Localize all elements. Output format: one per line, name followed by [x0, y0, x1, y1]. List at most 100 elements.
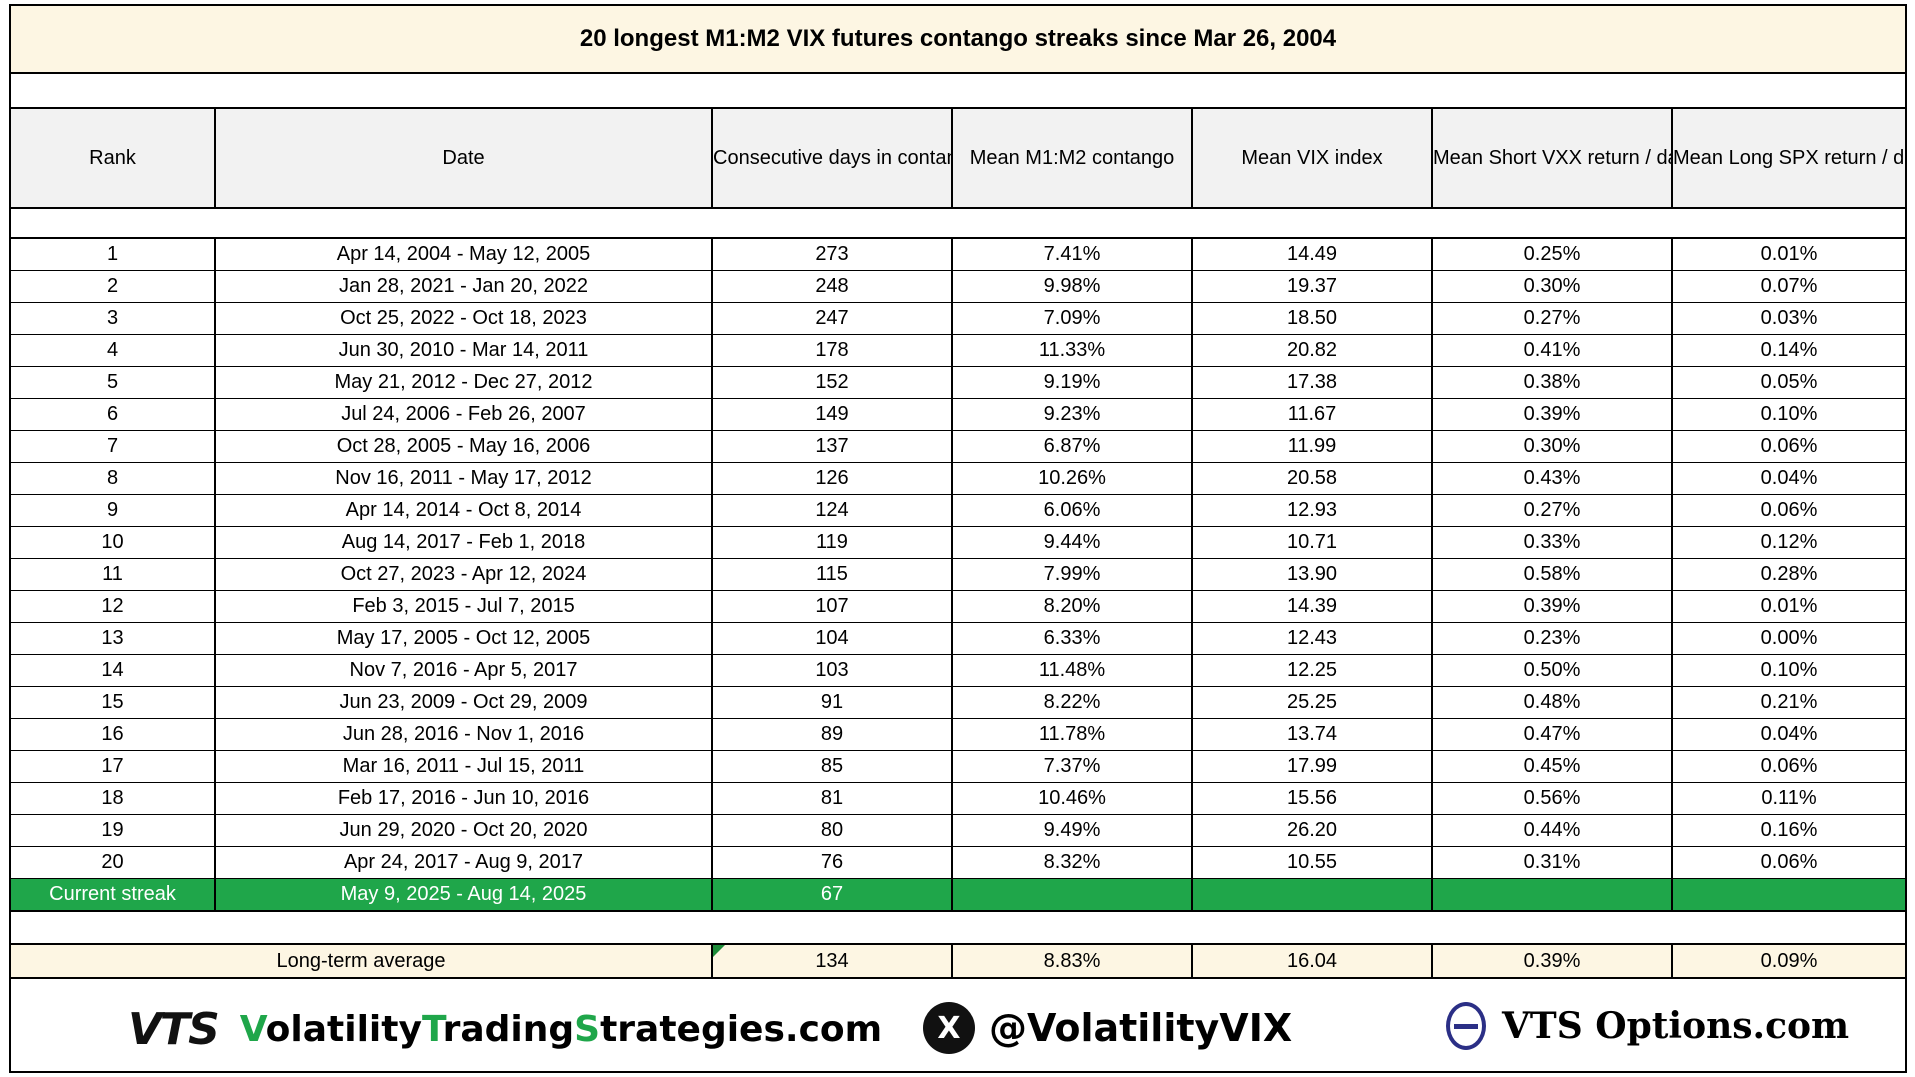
cell-date: Mar 16, 2011 - Jul 15, 2011	[214, 750, 712, 783]
cell-rank: 12	[11, 590, 215, 623]
cell-days: 89	[711, 718, 952, 751]
site-part: T	[421, 1009, 443, 1050]
cell-rank: 10	[11, 526, 215, 559]
options-site-name: VTS Options.com	[1502, 1005, 1850, 1047]
cell-vxx: 0.39%	[1431, 590, 1672, 623]
header-contango: Mean M1:M2 contango	[951, 108, 1192, 209]
cell-contango: 9.23%	[951, 398, 1192, 431]
cell-spx: 0.06%	[1671, 494, 1905, 527]
cell-vix: 20.58	[1191, 462, 1432, 495]
cell-contango: 11.78%	[951, 718, 1192, 751]
cell-vix: 14.39	[1191, 590, 1432, 623]
cell-contango: 10.26%	[951, 462, 1192, 495]
cell-date: Jun 28, 2016 - Nov 1, 2016	[214, 718, 712, 751]
cell-spx: 0.06%	[1671, 430, 1905, 463]
cell-days: 178	[711, 334, 952, 367]
cell-date: May 21, 2012 - Dec 27, 2012	[214, 366, 712, 399]
cell-date: Jun 30, 2010 - Mar 14, 2011	[214, 334, 712, 367]
header-vix: Mean VIX index	[1191, 108, 1432, 209]
cell-days: 76	[711, 846, 952, 879]
theta-logo-icon	[1446, 1002, 1486, 1050]
table-row: 5 May 21, 2012 - Dec 27, 2012 152 9.19% 17.3…	[11, 366, 1905, 399]
site-part: olatility	[265, 1009, 422, 1050]
cell-days: 107	[711, 590, 952, 623]
cell-date: Jun 29, 2020 - Oct 20, 2020	[214, 814, 712, 847]
cell-days: 126	[711, 462, 952, 495]
average-days-value: 134	[815, 949, 849, 972]
cell-date: Aug 14, 2017 - Feb 1, 2018	[214, 526, 712, 559]
average-vix: 16.04	[1191, 944, 1432, 979]
cell-contango: 8.20%	[951, 590, 1192, 623]
cell-vix: 11.67	[1191, 398, 1432, 431]
cell-vix: 12.43	[1191, 622, 1432, 655]
header-vxx: Mean Short VXX return / day	[1431, 108, 1672, 209]
spacer-row	[11, 912, 1905, 944]
cell-spx: 0.01%	[1671, 590, 1905, 623]
x-brand: X @VolatilityVIX	[923, 1002, 1292, 1054]
footer: VTS VolatilityTradingStrategies.com X @V…	[11, 980, 1905, 1073]
cell-spx: 0.05%	[1671, 366, 1905, 399]
cell-vix: 12.93	[1191, 494, 1432, 527]
cell-date: Oct 28, 2005 - May 16, 2006	[214, 430, 712, 463]
cell-vxx: 0.58%	[1431, 558, 1672, 591]
cell-rank: 7	[11, 430, 215, 463]
cell-date: Apr 24, 2017 - Aug 9, 2017	[214, 846, 712, 879]
cell-vxx: 0.30%	[1431, 270, 1672, 303]
cell-vxx: 0.47%	[1431, 718, 1672, 751]
site-part: trategies.com	[600, 1009, 883, 1050]
current-cell-days: 67	[711, 878, 952, 912]
cell-vix: 20.82	[1191, 334, 1432, 367]
average-spx: 0.09%	[1671, 944, 1905, 979]
cell-contango: 9.19%	[951, 366, 1192, 399]
average-vxx: 0.39%	[1431, 944, 1672, 979]
average-row: Long-term average 134 8.83% 16.04 0.39% …	[11, 944, 1905, 979]
spacer-row	[11, 74, 1905, 108]
average-contango: 8.83%	[951, 944, 1192, 979]
cell-rank: 2	[11, 270, 215, 303]
cell-vix: 17.99	[1191, 750, 1432, 783]
cell-vxx: 0.39%	[1431, 398, 1672, 431]
cell-contango: 9.49%	[951, 814, 1192, 847]
cell-date: Oct 25, 2022 - Oct 18, 2023	[214, 302, 712, 335]
table-row: 10 Aug 14, 2017 - Feb 1, 2018 119 9.44% 10.7…	[11, 526, 1905, 559]
header-rank: Rank	[11, 108, 215, 209]
average-days: 134	[711, 944, 952, 979]
cell-vix: 15.56	[1191, 782, 1432, 815]
vts-options-brand: VTS Options.com	[1446, 1002, 1849, 1050]
cell-rank: 18	[11, 782, 215, 815]
cell-spx: 0.14%	[1671, 334, 1905, 367]
data-table: 1 Apr 14, 2004 - May 12, 2005 273 7.41% 14.4…	[11, 238, 1905, 912]
cell-spx: 0.10%	[1671, 654, 1905, 687]
cell-contango: 10.46%	[951, 782, 1192, 815]
x-logo-icon: X	[923, 1002, 975, 1054]
cell-days: 91	[711, 686, 952, 719]
cell-spx: 0.01%	[1671, 238, 1905, 271]
cell-vix: 11.99	[1191, 430, 1432, 463]
cell-rank: 5	[11, 366, 215, 399]
current-cell-vxx	[1431, 878, 1672, 912]
cell-rank: 19	[11, 814, 215, 847]
cell-contango: 8.32%	[951, 846, 1192, 879]
cell-vix: 13.90	[1191, 558, 1432, 591]
cell-vix: 10.55	[1191, 846, 1432, 879]
cell-date: Jul 24, 2006 - Feb 26, 2007	[214, 398, 712, 431]
cell-vxx: 0.56%	[1431, 782, 1672, 815]
table-row: 9 Apr 14, 2014 - Oct 8, 2014 124 6.06% 12.93…	[11, 494, 1905, 527]
cell-vxx: 0.50%	[1431, 654, 1672, 687]
cell-date: Feb 3, 2015 - Jul 7, 2015	[214, 590, 712, 623]
cell-contango: 6.06%	[951, 494, 1192, 527]
table-row: 14 Nov 7, 2016 - Apr 5, 2017 103 11.48% 12.2…	[11, 654, 1905, 687]
cell-contango: 7.37%	[951, 750, 1192, 783]
vts-logo-icon: VTS	[128, 1004, 220, 1055]
cell-rank: 8	[11, 462, 215, 495]
site-name: VolatilityTradingStrategies.com	[240, 1009, 882, 1050]
cell-vix: 17.38	[1191, 366, 1432, 399]
cell-vix: 12.25	[1191, 654, 1432, 687]
cell-vxx: 0.30%	[1431, 430, 1672, 463]
cell-days: 104	[711, 622, 952, 655]
cell-contango: 9.44%	[951, 526, 1192, 559]
table-row: 7 Oct 28, 2005 - May 16, 2006 137 6.87% 11.9…	[11, 430, 1905, 463]
cell-days: 119	[711, 526, 952, 559]
cell-vix: 14.49	[1191, 238, 1432, 271]
header-spx: Mean Long SPX return / day	[1671, 108, 1905, 209]
